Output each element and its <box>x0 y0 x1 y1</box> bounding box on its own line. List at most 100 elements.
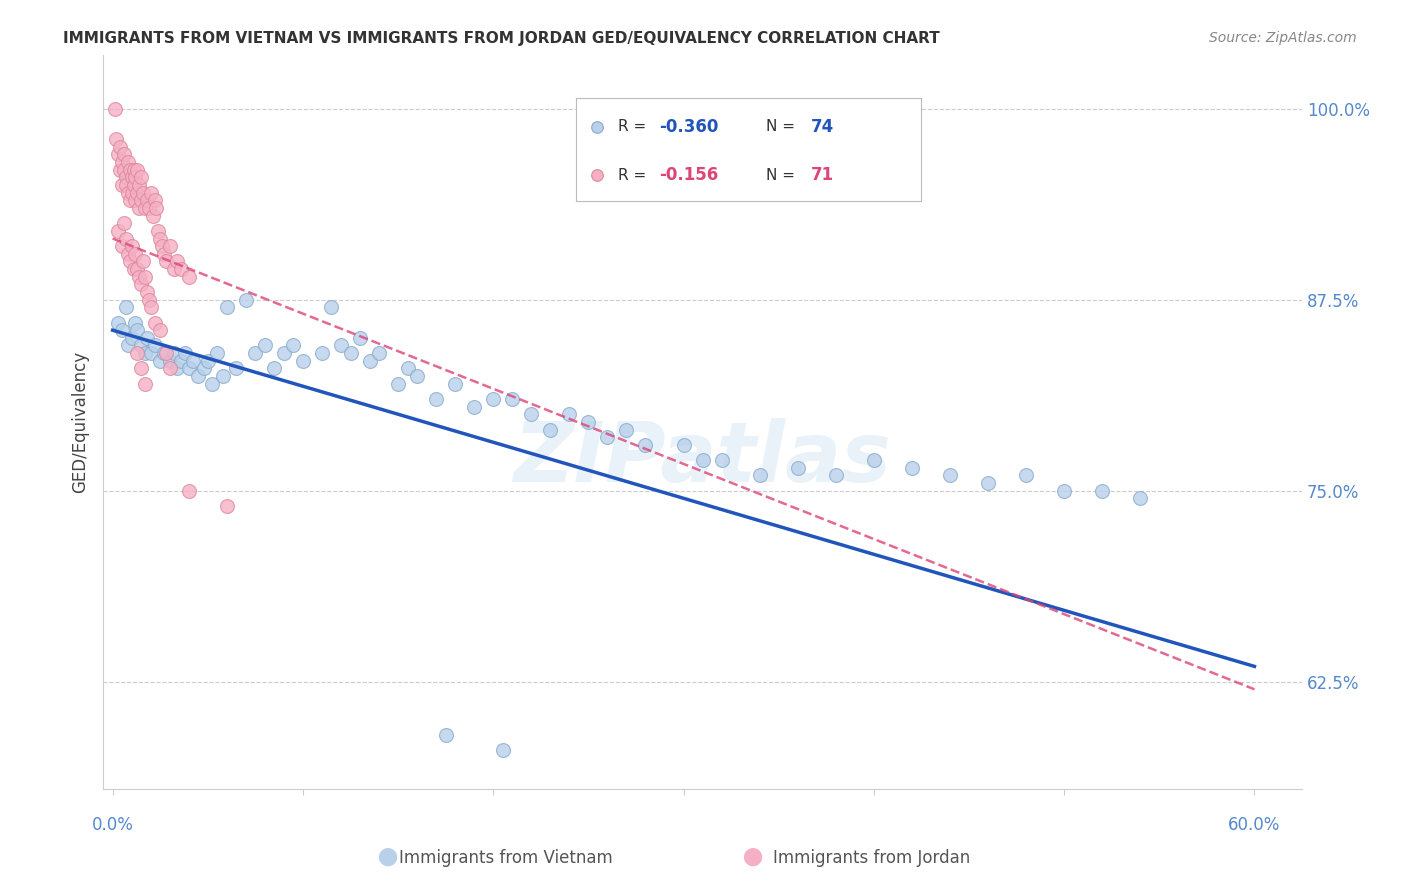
Text: N =: N = <box>766 168 800 183</box>
Point <box>463 400 485 414</box>
Text: Source: ZipAtlas.com: Source: ZipAtlas.com <box>1209 31 1357 45</box>
Point <box>263 361 285 376</box>
Point <box>150 239 173 253</box>
Point <box>103 102 125 116</box>
Point <box>368 346 391 360</box>
Point <box>434 728 457 742</box>
Point <box>112 216 135 230</box>
Point <box>311 346 333 360</box>
Text: -0.360: -0.360 <box>659 118 718 136</box>
Point <box>111 155 134 169</box>
Point <box>118 162 141 177</box>
Point <box>159 361 181 376</box>
Point <box>110 140 132 154</box>
Point <box>122 162 145 177</box>
Point <box>1053 483 1076 498</box>
Point <box>482 392 505 406</box>
Text: 60.0%: 60.0% <box>1229 816 1281 834</box>
Point <box>824 468 846 483</box>
Point <box>115 178 138 192</box>
Point <box>283 338 305 352</box>
Point <box>118 254 141 268</box>
Point <box>273 346 295 360</box>
Point <box>586 168 609 182</box>
Point <box>406 369 429 384</box>
Point <box>710 453 733 467</box>
Point <box>863 453 886 467</box>
Y-axis label: GED/Equivalency: GED/Equivalency <box>72 351 89 493</box>
Point <box>139 186 162 200</box>
Point <box>149 323 172 337</box>
Text: Immigrants from Vietnam: Immigrants from Vietnam <box>399 849 613 867</box>
Point <box>111 323 134 337</box>
Point <box>149 353 172 368</box>
Point <box>117 338 139 352</box>
Point <box>135 285 157 299</box>
Point <box>225 361 247 376</box>
Point <box>155 254 177 268</box>
Text: 71: 71 <box>811 166 834 184</box>
Point <box>143 316 166 330</box>
Point <box>444 376 467 391</box>
Point <box>193 361 215 376</box>
Point <box>387 376 409 391</box>
Point <box>330 338 353 352</box>
Point <box>132 254 155 268</box>
Point <box>129 170 152 185</box>
Point <box>215 499 238 513</box>
Point <box>396 361 419 376</box>
Text: N =: N = <box>766 120 800 135</box>
Point <box>349 331 371 345</box>
Point <box>107 147 129 161</box>
Point <box>139 300 162 314</box>
Point <box>128 269 150 284</box>
Point <box>576 415 599 429</box>
Point <box>538 423 561 437</box>
Point <box>159 353 181 368</box>
Text: 74: 74 <box>811 118 834 136</box>
Point <box>129 361 152 376</box>
Point <box>1129 491 1152 506</box>
Text: 0.0%: 0.0% <box>91 816 134 834</box>
Point <box>127 346 149 360</box>
Point <box>138 293 160 307</box>
Point <box>200 376 222 391</box>
Text: ZIPatlas: ZIPatlas <box>513 418 891 499</box>
Point <box>586 120 609 134</box>
Point <box>127 323 149 337</box>
Point <box>134 376 156 391</box>
Point <box>558 407 581 421</box>
Point <box>115 300 138 314</box>
Point <box>139 346 162 360</box>
Point <box>153 346 176 360</box>
Text: ⬤: ⬤ <box>377 847 396 866</box>
Point <box>128 178 150 192</box>
Point <box>207 346 229 360</box>
Point <box>177 483 200 498</box>
Point <box>339 346 361 360</box>
Point <box>118 194 141 208</box>
Text: IMMIGRANTS FROM VIETNAM VS IMMIGRANTS FROM JORDAN GED/EQUIVALENCY CORRELATION CH: IMMIGRANTS FROM VIETNAM VS IMMIGRANTS FR… <box>63 31 941 46</box>
Point <box>501 392 523 406</box>
Point <box>748 468 770 483</box>
Text: -0.156: -0.156 <box>659 166 718 184</box>
Point <box>111 178 134 192</box>
Point <box>187 369 209 384</box>
Point <box>215 300 238 314</box>
Point <box>616 423 638 437</box>
Point <box>672 438 695 452</box>
Point <box>692 453 714 467</box>
Point <box>245 346 267 360</box>
Point <box>117 155 139 169</box>
Point <box>166 254 188 268</box>
Point <box>129 194 152 208</box>
Point <box>115 231 138 245</box>
Point <box>520 407 543 421</box>
Point <box>117 247 139 261</box>
Text: R =: R = <box>617 120 651 135</box>
Point <box>110 162 132 177</box>
Point <box>359 353 381 368</box>
Point <box>149 231 172 245</box>
Point <box>134 346 156 360</box>
Point <box>129 277 152 292</box>
